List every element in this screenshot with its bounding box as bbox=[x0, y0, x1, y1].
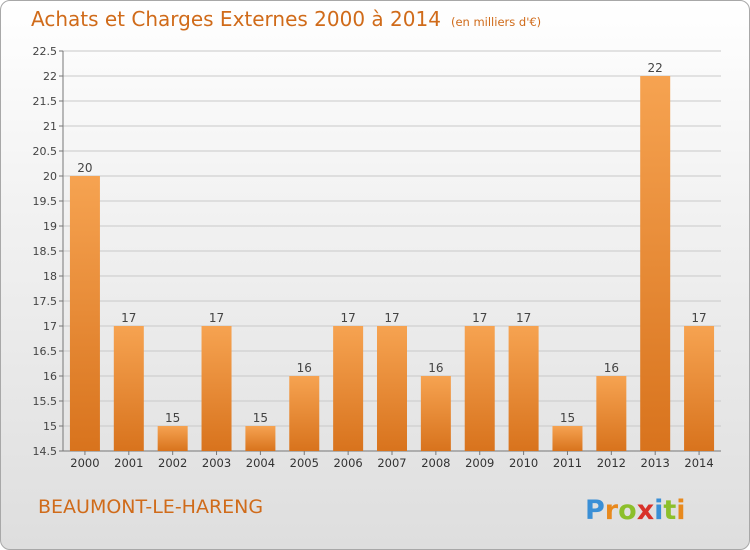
bar bbox=[420, 376, 451, 451]
y-tick-label: 20.5 bbox=[33, 145, 58, 158]
x-tick-label: 2007 bbox=[377, 456, 406, 470]
x-tick-label: 2008 bbox=[421, 456, 450, 470]
y-tick-label: 20 bbox=[43, 170, 57, 183]
bar bbox=[157, 426, 188, 451]
bar bbox=[201, 326, 232, 451]
data-label: 17 bbox=[516, 311, 531, 325]
data-label: 17 bbox=[340, 311, 355, 325]
bar bbox=[333, 326, 364, 451]
bar bbox=[245, 426, 276, 451]
bars bbox=[69, 76, 715, 451]
chart-title-text: Achats et Charges Externes 2000 à 2014 bbox=[31, 7, 441, 31]
bar bbox=[289, 376, 320, 451]
bar bbox=[377, 326, 407, 451]
x-tick-label: 2001 bbox=[114, 456, 143, 470]
x-tick-label: 2000 bbox=[70, 456, 99, 470]
data-label: 22 bbox=[648, 61, 663, 75]
y-tick-label: 22 bbox=[43, 70, 57, 83]
data-labels: 20 17 15 17 15 16 17 17 16 17 17 15 16 22 17 bbox=[77, 61, 706, 425]
data-label: 16 bbox=[604, 361, 619, 375]
x-tick-label: 2004 bbox=[246, 456, 275, 470]
y-tick-label: 14.5 bbox=[33, 445, 58, 458]
y-tick-label: 18.5 bbox=[33, 245, 58, 258]
data-label: 15 bbox=[560, 411, 575, 425]
x-tick-label: 2013 bbox=[641, 456, 670, 470]
x-tick-label: 2012 bbox=[597, 456, 626, 470]
x-tick-label: 2011 bbox=[553, 456, 582, 470]
data-label: 16 bbox=[297, 361, 312, 375]
chart-unit: (en milliers d'€) bbox=[450, 15, 542, 29]
bar bbox=[640, 76, 671, 451]
proxiti-logo[interactable]: Proxiti bbox=[585, 488, 695, 528]
data-label: 17 bbox=[209, 311, 224, 325]
x-tick-label: 2002 bbox=[158, 456, 187, 470]
y-tick-label: 17.5 bbox=[33, 295, 58, 308]
x-tick-label: 2014 bbox=[684, 456, 713, 470]
x-tick-label: 2009 bbox=[465, 456, 494, 470]
y-tick-label: 19 bbox=[43, 220, 57, 233]
x-tick-label: 2006 bbox=[333, 456, 362, 470]
y-tick-label: 18 bbox=[43, 270, 57, 283]
bar bbox=[596, 376, 627, 451]
chart-title: Achats et Charges Externes 2000 à 2014 (e… bbox=[31, 7, 541, 31]
y-tick-label: 21.5 bbox=[33, 95, 58, 108]
y-tick-label: 15.5 bbox=[33, 395, 58, 408]
y-tick-label: 21 bbox=[43, 120, 57, 133]
data-label: 15 bbox=[165, 411, 180, 425]
bar bbox=[69, 176, 100, 451]
y-tick-label: 16.5 bbox=[33, 345, 58, 358]
data-label: 17 bbox=[121, 311, 136, 325]
y-tick-label: 22.5 bbox=[33, 45, 58, 58]
data-label: 17 bbox=[691, 311, 706, 325]
data-label: 20 bbox=[77, 161, 92, 175]
bar bbox=[113, 326, 144, 451]
commune-name: BEAUMONT-LE-HARENG bbox=[38, 496, 264, 518]
bar bbox=[464, 326, 495, 451]
y-tick-label: 17 bbox=[43, 320, 57, 333]
x-tick-label: 2005 bbox=[290, 456, 319, 470]
bar bbox=[684, 326, 715, 451]
data-label: 17 bbox=[384, 311, 399, 325]
x-tick-label: 2003 bbox=[202, 456, 231, 470]
y-tick-label: 16 bbox=[43, 370, 57, 383]
svg-text:Proxiti: Proxiti bbox=[585, 495, 686, 526]
y-tick-label: 15 bbox=[43, 420, 57, 433]
data-label: 16 bbox=[428, 361, 443, 375]
x-tick-label: 2010 bbox=[509, 456, 538, 470]
tick-labels: 14.5 15 15.5 16 16.5 17 17.5 18 18.5 19 19.5 20 20.5… bbox=[33, 45, 714, 470]
data-label: 15 bbox=[253, 411, 268, 425]
bar bbox=[508, 326, 539, 451]
bar bbox=[552, 426, 583, 451]
y-tick-label: 19.5 bbox=[33, 195, 58, 208]
data-label: 17 bbox=[472, 311, 487, 325]
